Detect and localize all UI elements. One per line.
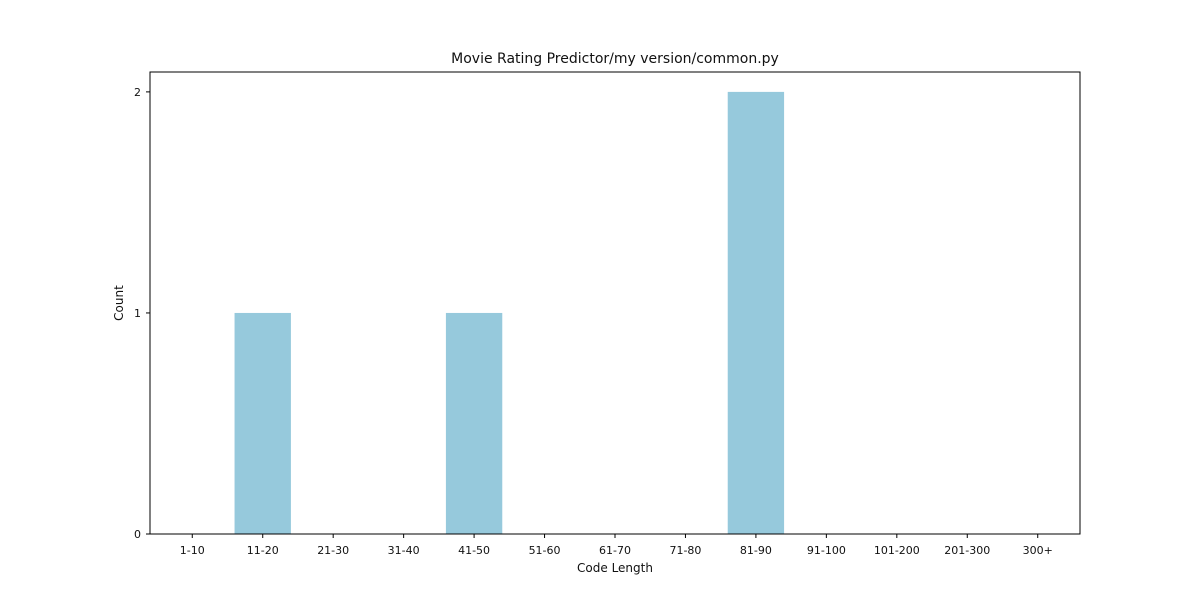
x-tick-label: 91-100 bbox=[807, 544, 846, 557]
x-tick-label: 31-40 bbox=[388, 544, 420, 557]
x-tick-label: 61-70 bbox=[599, 544, 631, 557]
bars bbox=[234, 91, 785, 534]
bar-11-20 bbox=[234, 312, 291, 534]
x-axis-label: Code Length bbox=[577, 561, 653, 575]
y-axis-label: Count bbox=[112, 285, 126, 321]
x-axis-ticks: 1-10 11-20 21-30 31-40 41-50 51-60 61-70 71-80 8… bbox=[180, 534, 1053, 557]
chart-title: Movie Rating Predictor/my version/common… bbox=[451, 51, 779, 67]
x-tick-label: 81-90 bbox=[740, 544, 772, 557]
y-axis-ticks: 0 1 2 bbox=[134, 86, 150, 541]
x-tick-label: 101-200 bbox=[874, 544, 920, 557]
x-tick-label: 21-30 bbox=[317, 544, 349, 557]
bar-81-90 bbox=[727, 91, 785, 534]
x-tick-label: 71-80 bbox=[669, 544, 701, 557]
x-tick-label: 41-50 bbox=[458, 544, 490, 557]
x-tick-label: 51-60 bbox=[529, 544, 561, 557]
y-tick-label: 1 bbox=[134, 307, 141, 320]
x-tick-label: 11-20 bbox=[247, 544, 279, 557]
x-tick-label: 1-10 bbox=[180, 544, 205, 557]
x-tick-label: 300+ bbox=[1023, 544, 1053, 557]
y-tick-label: 2 bbox=[134, 86, 141, 99]
y-tick-label: 0 bbox=[134, 528, 141, 541]
x-tick-label: 201-300 bbox=[944, 544, 990, 557]
bar-41-50 bbox=[445, 312, 503, 534]
